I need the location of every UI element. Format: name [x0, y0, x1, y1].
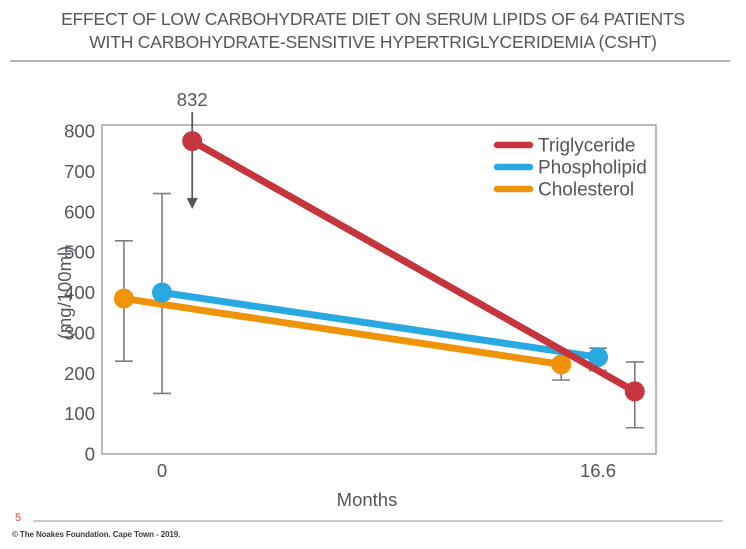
annotation-label: 832 — [177, 89, 208, 110]
x-tick-label: 0 — [157, 460, 167, 481]
data-point — [624, 381, 645, 402]
y-tick-label: 0 — [85, 444, 95, 465]
title-line-1: EFFECT OF LOW CARBOHYDRATE DIET ON SERUM… — [61, 9, 685, 29]
series-line — [123, 295, 562, 368]
annotation-arrowhead-icon — [186, 198, 198, 209]
legend-label: Triglyceride — [538, 136, 636, 157]
series-line — [161, 289, 599, 361]
y-tick-label: 200 — [64, 363, 95, 384]
data-point — [152, 282, 172, 303]
data-point — [182, 131, 203, 152]
series-line — [190, 138, 637, 395]
y-tick-label: 300 — [64, 322, 95, 343]
y-tick-label: 700 — [64, 161, 95, 182]
plot-border — [101, 124, 657, 455]
page-number: 5 — [15, 512, 22, 524]
title-divider — [10, 60, 730, 62]
data-point — [551, 354, 572, 375]
y-axis-title: (mg/100ml) — [54, 246, 75, 340]
data-point — [588, 347, 608, 368]
legend-label: Cholesterol — [538, 180, 634, 201]
y-tick-label: 800 — [64, 121, 95, 142]
legend-label: Phospholipid — [538, 158, 647, 179]
y-tick-label: 400 — [64, 282, 95, 303]
y-tick-label: 100 — [64, 403, 95, 424]
y-tick-label: 600 — [64, 201, 95, 222]
copyright-text: © The Noakes Foundation. Cape Town - 201… — [12, 530, 181, 539]
data-point — [113, 288, 134, 309]
x-tick-label: 16.6 — [580, 460, 616, 481]
x-axis-title: Months — [337, 489, 398, 510]
y-tick-label: 500 — [64, 242, 95, 263]
footer-divider — [33, 520, 723, 522]
slide-title: EFFECT OF LOW CARBOHYDRATE DIET ON SERUM… — [0, 8, 746, 54]
title-line-2: WITH CARBOHYDRATE-SENSITIVE HYPERTRIGLYC… — [89, 32, 657, 52]
